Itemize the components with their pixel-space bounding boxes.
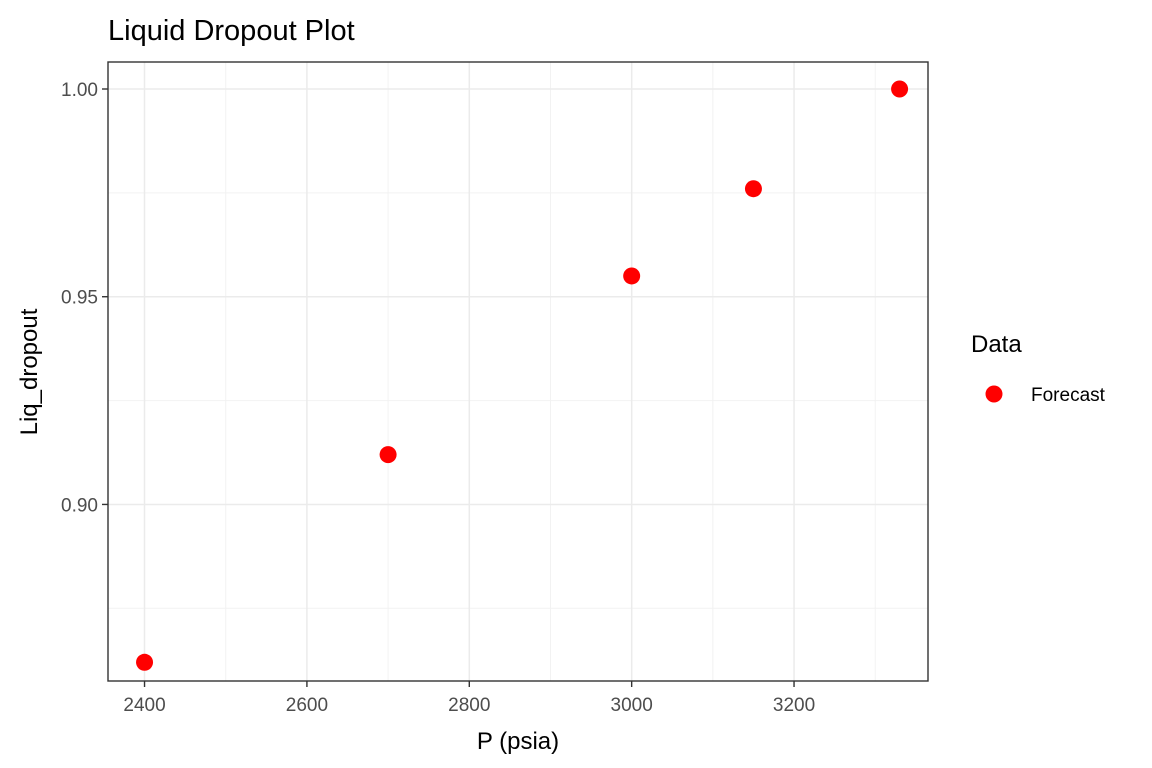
y-tick-label: 0.95 (61, 288, 98, 309)
grid-major (108, 62, 928, 681)
y-tick-label: 1.00 (61, 80, 98, 101)
data-point (136, 653, 154, 671)
x-tick-label: 3000 (611, 695, 653, 716)
chart-title: Liquid Dropout Plot (108, 15, 355, 47)
legend-key-point (985, 385, 1003, 403)
y-axis: 0.90 0.95 1.00 (61, 80, 108, 516)
x-tick-label: 2800 (448, 695, 490, 716)
plot-panel-border (107, 61, 929, 682)
legend-label: Forecast (1031, 385, 1106, 406)
data-point (623, 267, 641, 285)
data-point (744, 180, 762, 198)
data-points (136, 80, 909, 671)
legend-title: Data (971, 331, 1022, 358)
y-axis-title: Liq_dropout (16, 308, 43, 435)
data-point (891, 80, 909, 98)
x-tick-label: 3200 (773, 695, 815, 716)
grid-minor (108, 62, 928, 681)
x-tick-label: 2600 (286, 695, 328, 716)
x-tick-label: 2400 (123, 695, 165, 716)
x-axis: 2400 2600 2800 3000 3200 (123, 681, 815, 716)
y-tick-label: 0.90 (61, 495, 98, 516)
x-axis-title: P (psia) (477, 728, 559, 755)
legend-entries: Forecast (985, 385, 1106, 406)
legend: Data Forecast (971, 331, 1106, 406)
data-point (379, 446, 397, 464)
